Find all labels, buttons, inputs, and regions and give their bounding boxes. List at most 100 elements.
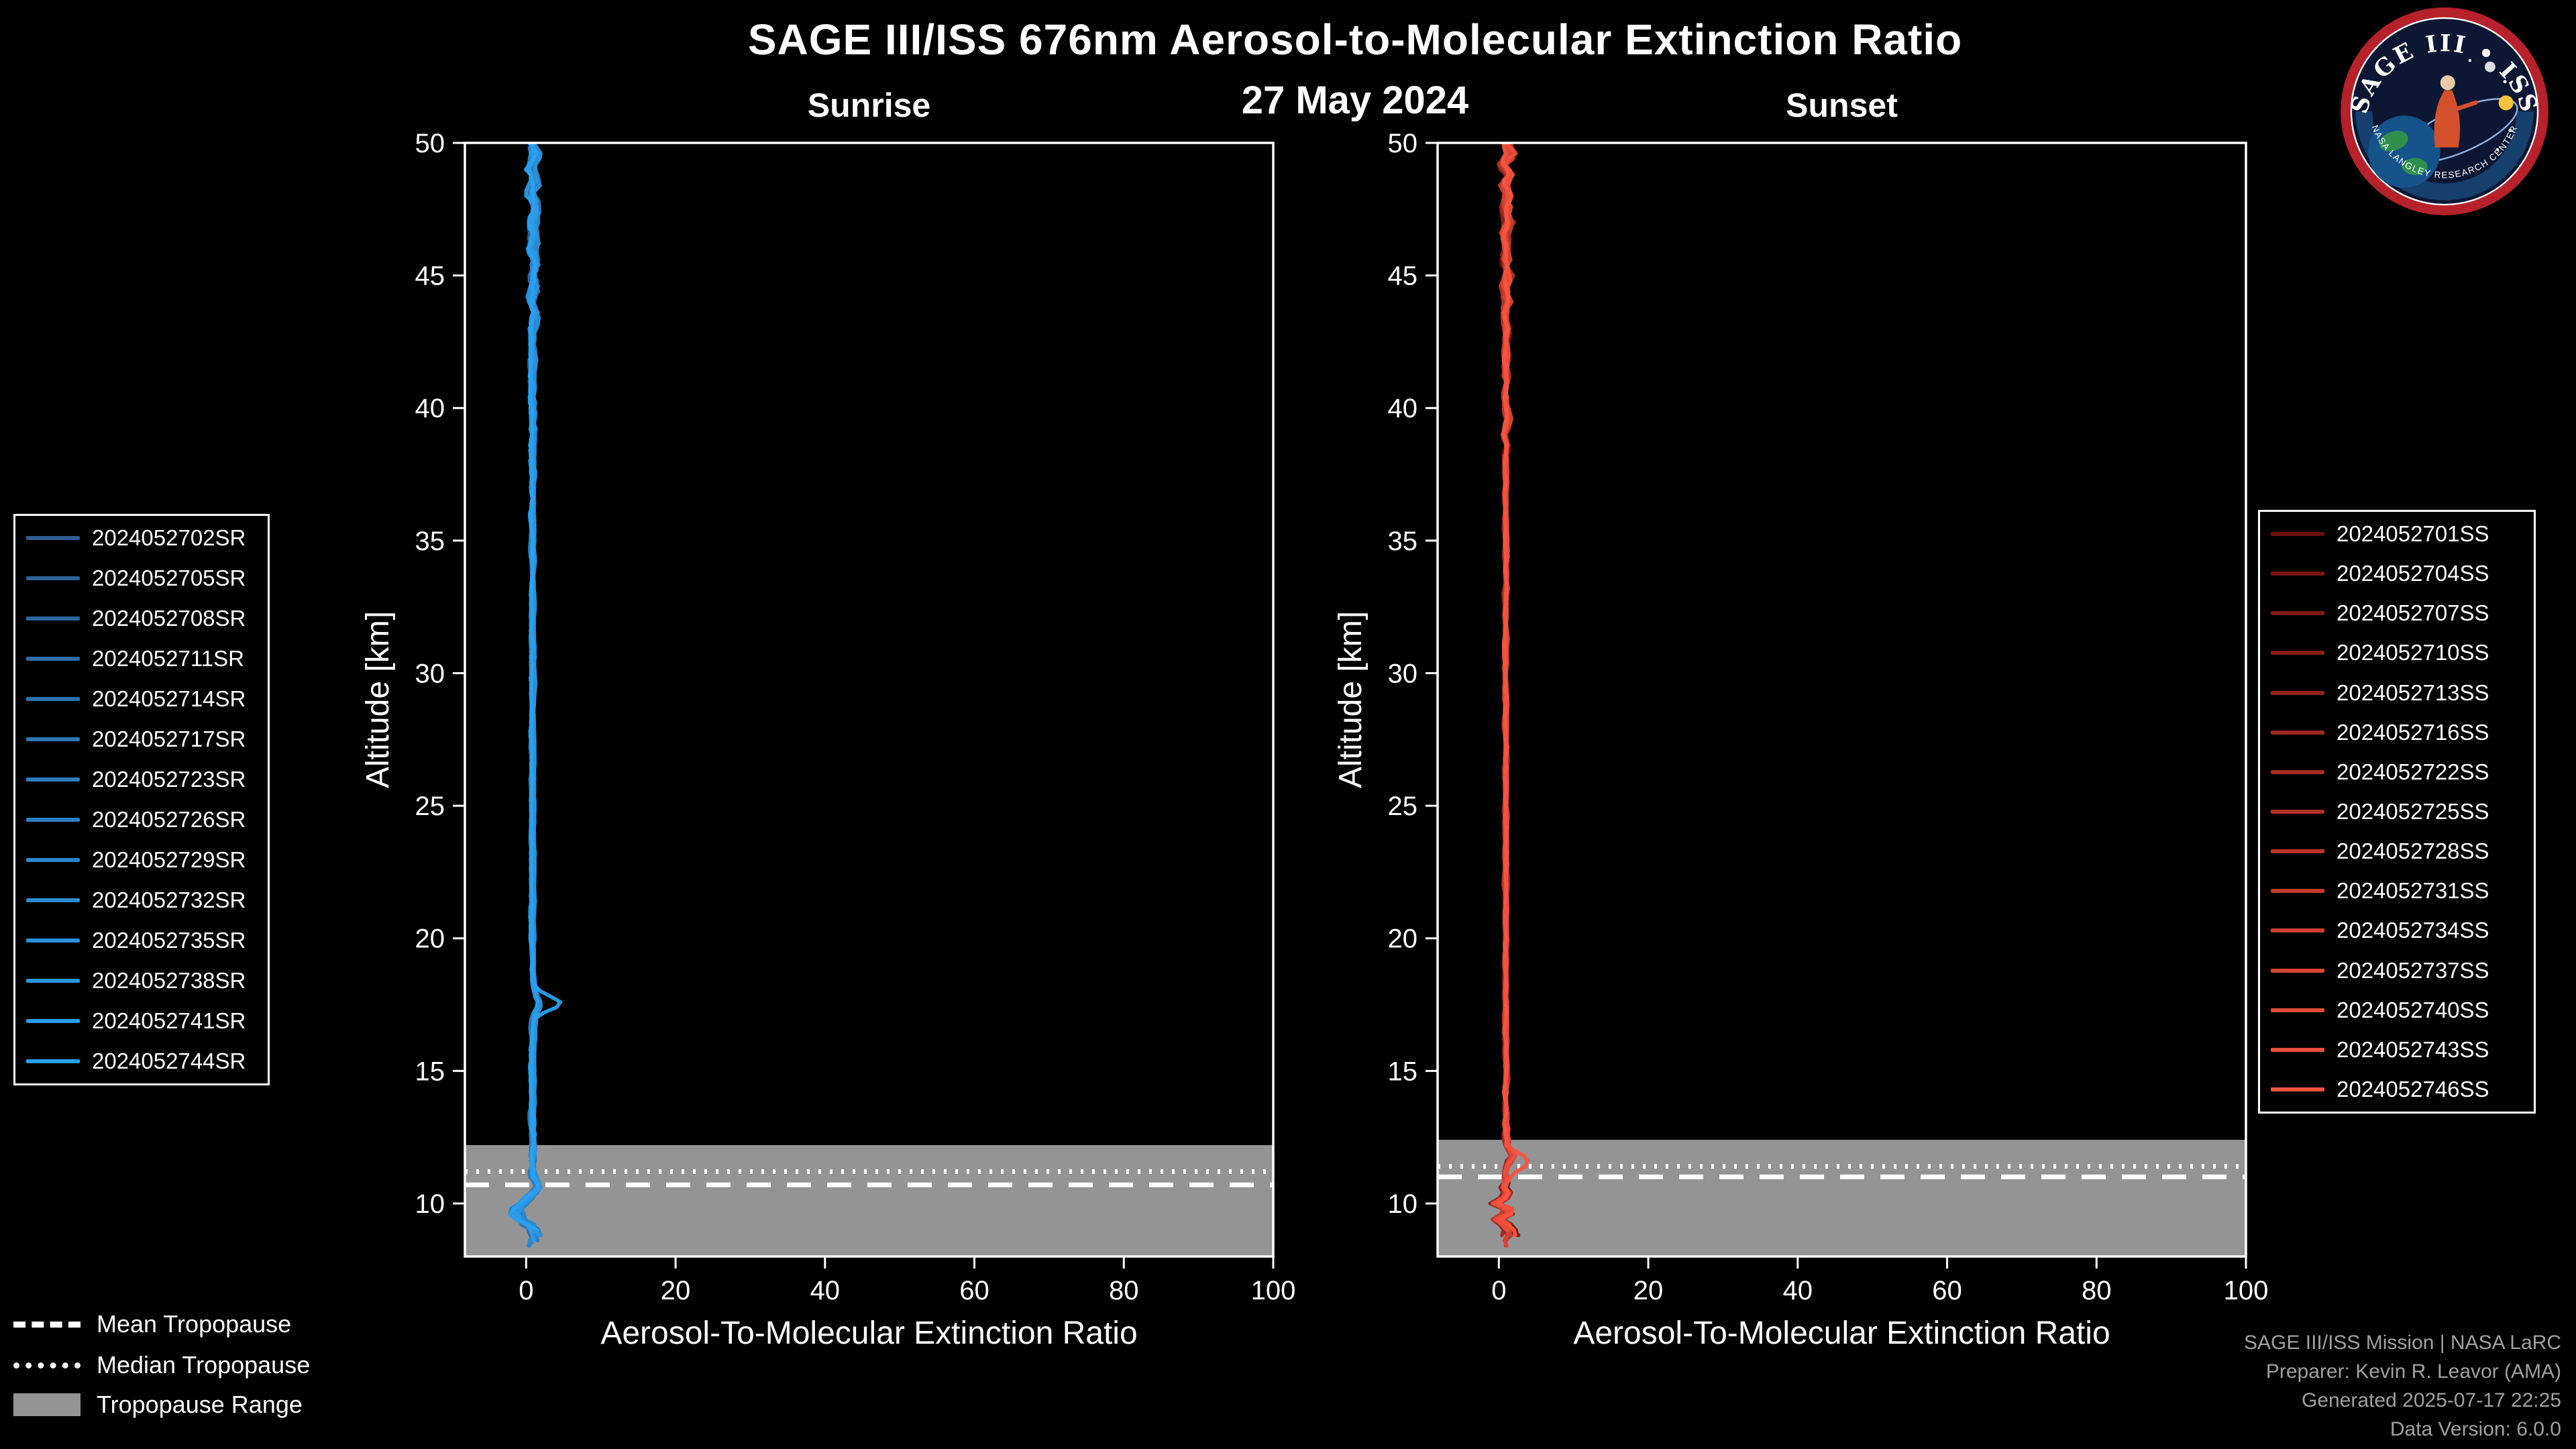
legend-line-swatch [2271,730,2324,735]
legend-event-label: 2024052705SR [92,566,246,590]
legend-item: 2024052722SS [2271,759,2523,785]
date-subtitle: 27 May 2024 [1241,78,1469,122]
legend-item: 2024052713SS [2271,680,2523,706]
legend-event-label: 2024052734SS [2337,918,2489,943]
earth-land-icon [2379,130,2408,152]
legend-event-label: 2024052746SS [2337,1076,2489,1102]
legend-line-swatch [26,1019,80,1023]
legend-item: 2024052732SR [26,888,257,913]
legend-event-label: 2024052726SR [92,807,246,832]
x-tick-label: 100 [1251,1276,1296,1305]
star-icon [2508,128,2512,132]
legend-event-label: 2024052735SR [92,928,246,953]
legend-line-swatch [2271,651,2324,655]
legend-line-swatch [26,616,80,621]
legend-line-swatch [2271,928,2324,933]
sunrise-plot-svg: 0 20 40 60 80 100 10 15 20 25 30 35 40 45 50 Aerosol-To… [360,129,1296,1351]
legend-event-label: 2024052713SS [2337,680,2489,705]
legend-event-label: 2024052711SR [92,646,244,671]
legend-event-label: 2024052744SR [92,1049,246,1073]
legend-event-label: 2024052743SS [2337,1036,2489,1062]
legend-line-swatch [2271,809,2324,814]
legend-item: 2024052735SR [26,928,257,953]
star-icon [2503,80,2507,84]
sunset-plot-panel: 0 20 40 60 80 100 10 15 20 25 30 35 40 45 50 Aerosol-To… [1330,129,2290,1354]
legend-event-label: 2024052732SR [92,888,246,912]
legend-event-label: 2024052704SS [2337,561,2489,586]
sage-iss-mission-patch-logo: SAGE III • ISS NASA LANGLEY RESEARCH CEN… [2341,7,2548,215]
earth-land-icon [2402,158,2428,175]
y-tick-label: 20 [1388,924,1418,954]
legend-item: 2024052710SS [2271,640,2523,665]
y-tick-label: 40 [415,394,445,423]
x-tick-label: 80 [1109,1276,1139,1305]
attribution-block: SAGE III/ISS Mission | NASA LaRC Prepare… [2244,1328,2561,1444]
legend-item: 2024052725SS [2271,799,2523,824]
legend-item: 2024052729SR [26,847,257,873]
attribution-data-version: Data Version: 6.0.0 [2390,1418,2561,1440]
legend-line-swatch [2271,690,2324,695]
sunrise-panel-title: Sunrise [807,87,931,124]
x-tick-label: 0 [519,1276,533,1305]
sunset-panel-title: Sunset [1786,87,1898,124]
y-tick-label: 10 [415,1189,445,1219]
tropopause-range-legend-item: Tropopause Range [13,1390,303,1419]
legend-item: 2024052728SS [2271,839,2523,864]
legend-event-label: 2024052725SS [2337,798,2489,824]
sun-icon [2498,95,2514,111]
x-tick-label: 20 [661,1276,691,1305]
mean-tropopause-label: Mean Tropopause [97,1310,292,1338]
legend-line-swatch [26,697,80,701]
legend-event-label: 2024052729SR [92,847,246,872]
legend-item: 2024052711SR [26,646,257,672]
legend-line-swatch [26,1059,80,1063]
attribution-mission: SAGE III/ISS Mission | NASA LaRC [2244,1332,2561,1354]
mean-tropopause-legend-item: Mean Tropopause [13,1309,291,1339]
y-tick-label: 35 [415,527,445,556]
legend-line-swatch [26,898,80,902]
legend-item: 2024052701SS [2271,521,2523,547]
legend-event-label: 2024052740SS [2337,997,2489,1022]
y-tick-label: 10 [1388,1189,1418,1219]
legend-item: 2024052746SS [2271,1077,2523,1102]
sage-figure-head-icon [2440,75,2455,91]
legend-item: 2024052737SS [2271,958,2523,983]
legend-line-swatch [2271,1047,2324,1052]
legend-event-label: 2024052714SR [92,686,246,711]
star-icon [2496,148,2500,151]
legend-event-label: 2024052738SR [92,968,246,993]
y-tick-label: 30 [415,659,445,688]
mean-tropopause-swatch-icon [13,1321,80,1328]
y-tick-label: 20 [415,924,445,954]
legend-line-swatch [26,576,80,580]
x-tick-label: 40 [1783,1276,1813,1305]
median-tropopause-legend-item: Median Tropopause [13,1350,310,1380]
legend-line-swatch [2271,1008,2324,1012]
legend-item: 2024052741SR [26,1008,257,1034]
median-tropopause-swatch-icon [13,1362,80,1368]
legend-item: 2024052714SR [26,686,257,712]
legend-line-swatch [2271,532,2324,536]
profile-line-2024052744SR [508,143,563,1232]
profile-line-2024052735SR [511,143,543,1232]
sunrise-plot-panel: 0 20 40 60 80 100 10 15 20 25 30 35 40 45 50 Aerosol-To… [358,129,1317,1354]
attribution-generated: Generated 2025-07-17 22:25 [2302,1389,2561,1411]
legend-event-label: 2024052728SS [2337,839,2489,864]
x-tick-label: 60 [959,1276,989,1305]
sunset-plot-svg: 0 20 40 60 80 100 10 15 20 25 30 35 40 45 50 Aerosol-To… [1333,129,2268,1351]
y-tick-label: 35 [1388,527,1418,556]
legend-line-swatch [2271,572,2324,576]
legend-event-label: 2024052737SS [2337,957,2489,983]
legend-line-swatch [26,858,80,862]
x-axis-label: Aerosol-To-Molecular Extinction Ratio [600,1316,1137,1350]
y-tick-label: 50 [1388,133,1418,158]
legend-item: 2024052740SS [2271,998,2523,1023]
legend-line-swatch [2271,769,2324,774]
legend-line-swatch [26,938,80,943]
legend-line-swatch [2271,849,2324,854]
legend-item: 2024052702SR [26,525,257,551]
sunrise-event-legend: 2024052702SR 2024052705SR 2024052708SR 2024… [13,514,270,1085]
legend-event-label: 2024052722SS [2337,759,2489,784]
legend-line-swatch [2271,889,2324,894]
y-axis-label: Altitude [km] [1333,611,1368,788]
